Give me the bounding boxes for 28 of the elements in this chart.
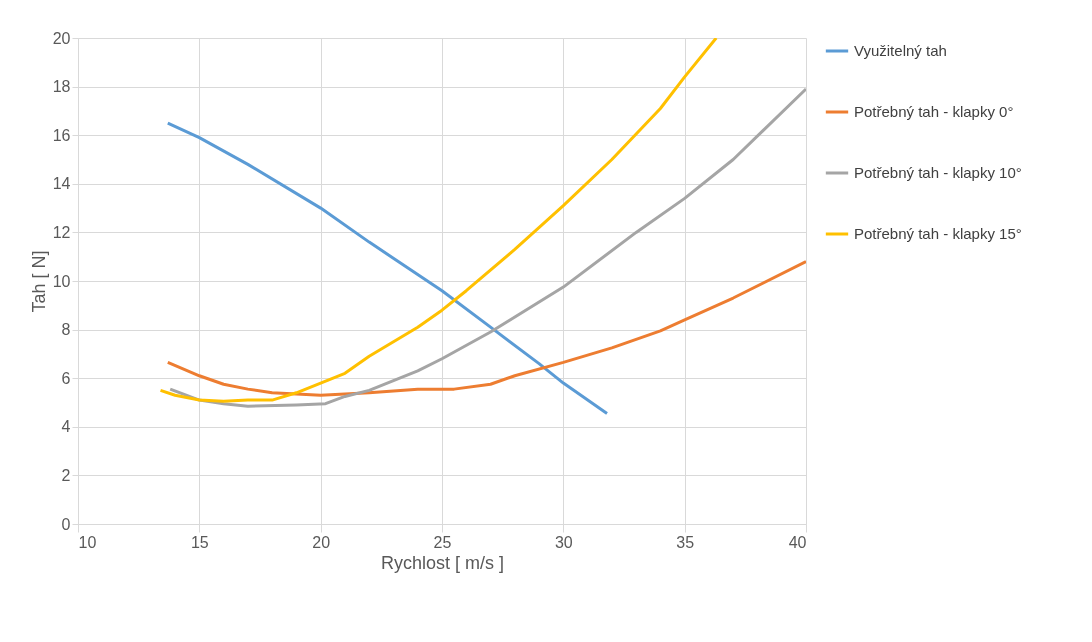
line-series	[159, 38, 718, 403]
y-tick-label: 16	[52, 126, 71, 144]
y-tick-label: 20	[52, 29, 71, 47]
line-series	[166, 121, 609, 415]
legend-label: Potřebný tah - klapky 0°	[854, 103, 1014, 120]
y-tick-label: 6	[61, 369, 71, 387]
x-tick-label: 35	[676, 533, 695, 551]
y-tick-label: 4	[61, 418, 71, 436]
y-tick-label: 18	[52, 78, 71, 96]
y-tick-label: 8	[61, 321, 71, 339]
line-series	[166, 260, 806, 397]
x-tick-label: 30	[554, 533, 573, 551]
x-tick-label: 20	[312, 533, 331, 551]
legend-label: Potřebný tah - klapky 10°	[854, 164, 1022, 181]
x-tick-label: 10	[78, 533, 97, 551]
x-tick-label: 40	[788, 533, 807, 551]
y-tick-label: 12	[52, 223, 71, 241]
x-tick-label: 25	[433, 533, 452, 551]
legend-label: Potřebný tah - klapky 15°	[854, 225, 1022, 242]
y-axis-title: Tah [ N]	[28, 250, 49, 313]
x-axis-title: Rychlost [ m/s ]	[380, 552, 505, 573]
legend-label: Využitelný tah	[854, 42, 947, 59]
line-series	[168, 87, 806, 408]
y-tick-label: 2	[61, 466, 71, 484]
y-tick-label: 14	[52, 175, 71, 193]
y-tick-label: 0	[61, 515, 71, 533]
x-tick-label: 15	[190, 533, 209, 551]
y-tick-label: 10	[52, 272, 71, 290]
